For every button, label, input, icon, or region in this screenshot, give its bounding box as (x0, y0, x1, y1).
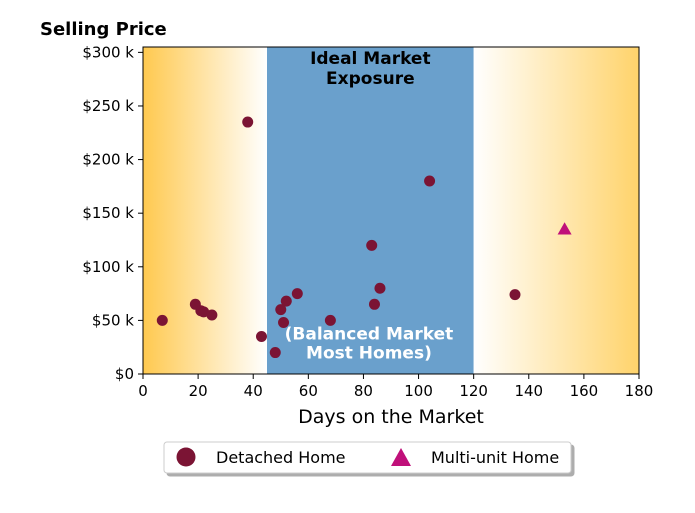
region-labels: Ideal Market Exposure (310, 49, 431, 89)
y-tick-label-4: $200 k (82, 151, 134, 169)
chart-title: Selling Price (40, 19, 167, 40)
point-detached-7 (269, 347, 281, 359)
y-tick-label-1: $50 k (92, 311, 134, 329)
point-detached-11 (291, 288, 303, 300)
plot-frame (142, 46, 640, 375)
region-1 (267, 47, 474, 374)
region-2 (473, 47, 639, 374)
point-detached-15 (374, 282, 386, 294)
x-tick-label-2: 40 (244, 382, 263, 400)
y-tick-label-3: $150 k (82, 204, 134, 222)
point-detached-13 (366, 239, 378, 251)
y-tick-label-6: $300 k (82, 43, 134, 61)
shaded-regions (143, 47, 639, 374)
point-detached-10 (280, 295, 292, 307)
x-tick-label-7: 140 (514, 382, 543, 400)
data-points (156, 116, 572, 359)
y-tick-label-5: $250 k (82, 97, 134, 115)
point-detached-6 (255, 330, 267, 342)
point-detached-17 (509, 289, 521, 301)
point-detached-0 (156, 314, 168, 326)
x-tick-label-0: 0 (138, 382, 148, 400)
legend-label-multi-unit: Multi-unit Home (431, 448, 559, 467)
legend: Detached Home Multi-unit Home (163, 441, 572, 474)
x-tick-label-6: 120 (459, 382, 488, 400)
x-tick-label-9: 180 (625, 382, 654, 400)
x-tick-label-1: 20 (189, 382, 208, 400)
x-tick-label-5: 100 (404, 382, 433, 400)
point-detached-4 (206, 309, 218, 321)
region-label-1: Ideal Market Exposure (310, 49, 431, 89)
x-axis: 0 20 40 60 80 100 120 140 160 180 (138, 374, 653, 400)
y-tick-label-0: $0 (115, 365, 134, 383)
legend-box (163, 441, 572, 474)
point-detached-16 (424, 175, 436, 187)
legend-label-detached: Detached Home (216, 448, 346, 467)
legend-marker-detached (176, 447, 196, 467)
legend-marker-multi-unit (391, 448, 411, 466)
point-detached-8 (275, 304, 287, 316)
x-tick-label-3: 60 (299, 382, 318, 400)
annotation-0: (Balanced Market (285, 324, 454, 344)
x-tick-label-8: 160 (570, 382, 599, 400)
point-detached-5 (242, 116, 254, 128)
point-multi-unit-0 (557, 222, 572, 235)
point-detached-14 (368, 298, 380, 310)
point-detached-12 (324, 314, 336, 326)
x-axis-label: Days on the Market (298, 406, 484, 428)
annotation-1: Most Homes) (306, 344, 432, 364)
point-detached-3 (198, 306, 210, 318)
y-axis: $0 $50 k $100 k $150 k $200 k $250 k $300 k (82, 43, 143, 383)
point-detached-9 (278, 317, 290, 329)
y-tick-label-2: $100 k (82, 258, 134, 276)
x-tick-label-4: 80 (354, 382, 373, 400)
